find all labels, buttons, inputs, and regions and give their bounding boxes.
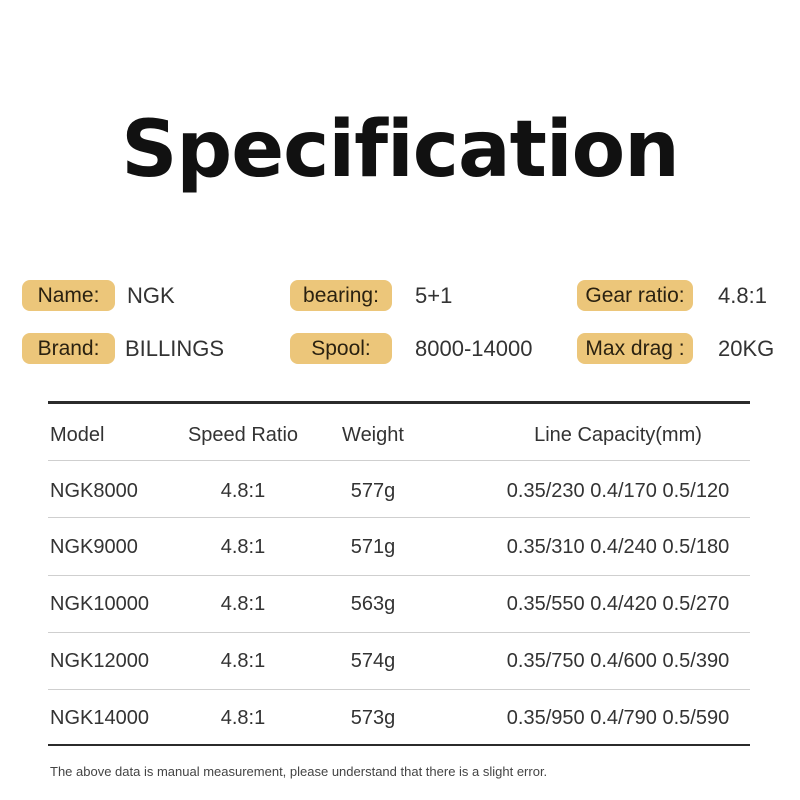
cell-weight: 563g bbox=[350, 593, 396, 615]
cell-line-capacity: 0.35/550 0.4/420 0.5/270 bbox=[506, 593, 730, 615]
table-row: NGK9000 4.8:1 571g 0.35/310 0.4/240 0.5/… bbox=[48, 527, 750, 567]
footnote: The above data is manual measurement, pl… bbox=[50, 764, 548, 779]
spec-value-gear-ratio: 4.8:1 bbox=[718, 283, 767, 308]
table-top-border bbox=[48, 401, 750, 404]
cell-model: NGK10000 bbox=[50, 593, 149, 615]
spec-value-name: NGK bbox=[127, 283, 175, 308]
header-model: Model bbox=[50, 424, 105, 446]
divider bbox=[48, 689, 750, 690]
cell-line-capacity: 0.35/750 0.4/600 0.5/390 bbox=[506, 650, 730, 672]
spec-label-max-drag: Max drag : bbox=[577, 333, 693, 364]
page-title: Specification bbox=[121, 105, 680, 195]
cell-weight: 573g bbox=[350, 707, 396, 729]
table-header: Model Speed Ratio Weight Line Capacity(m… bbox=[48, 415, 750, 455]
spec-value-max-drag: 20KG bbox=[718, 336, 775, 361]
spec-label-brand: Brand: bbox=[22, 333, 115, 364]
spec-label-bearing: bearing: bbox=[290, 280, 392, 311]
spec-value-spool: 8000-14000 bbox=[415, 336, 533, 361]
spec-label-spool: Spool: bbox=[290, 333, 392, 364]
cell-line-capacity: 0.35/310 0.4/240 0.5/180 bbox=[506, 536, 730, 558]
cell-speed-ratio: 4.8:1 bbox=[220, 593, 266, 615]
cell-model: NGK9000 bbox=[50, 536, 138, 558]
spec-label-gear-ratio: Gear ratio: bbox=[577, 280, 693, 311]
table-bottom-border bbox=[48, 744, 750, 746]
cell-weight: 571g bbox=[350, 536, 396, 558]
divider bbox=[48, 460, 750, 461]
cell-line-capacity: 0.35/230 0.4/170 0.5/120 bbox=[506, 480, 730, 502]
divider bbox=[48, 632, 750, 633]
cell-speed-ratio: 4.8:1 bbox=[220, 650, 266, 672]
header-line-capacity: Line Capacity(mm) bbox=[534, 424, 702, 446]
cell-line-capacity: 0.35/950 0.4/790 0.5/590 bbox=[506, 707, 730, 729]
header-speed-ratio: Speed Ratio bbox=[187, 424, 299, 446]
table-row: NGK10000 4.8:1 563g 0.35/550 0.4/420 0.5… bbox=[48, 584, 750, 624]
cell-model: NGK14000 bbox=[50, 707, 149, 729]
cell-speed-ratio: 4.8:1 bbox=[220, 707, 266, 729]
header-weight: Weight bbox=[342, 424, 404, 446]
table-row: NGK12000 4.8:1 574g 0.35/750 0.4/600 0.5… bbox=[48, 641, 750, 681]
table-row: NGK8000 4.8:1 577g 0.35/230 0.4/170 0.5/… bbox=[48, 471, 750, 511]
cell-model: NGK12000 bbox=[50, 650, 149, 672]
divider bbox=[48, 575, 750, 576]
cell-weight: 574g bbox=[350, 650, 396, 672]
table-row: NGK14000 4.8:1 573g 0.35/950 0.4/790 0.5… bbox=[48, 698, 750, 738]
cell-model: NGK8000 bbox=[50, 480, 138, 502]
spec-value-brand: BILLINGS bbox=[125, 336, 225, 361]
cell-weight: 577g bbox=[350, 480, 396, 502]
spec-label-name: Name: bbox=[22, 280, 115, 311]
cell-speed-ratio: 4.8:1 bbox=[220, 536, 266, 558]
spec-value-bearing: 5+1 bbox=[415, 283, 453, 308]
divider bbox=[48, 517, 750, 518]
cell-speed-ratio: 4.8:1 bbox=[220, 480, 266, 502]
